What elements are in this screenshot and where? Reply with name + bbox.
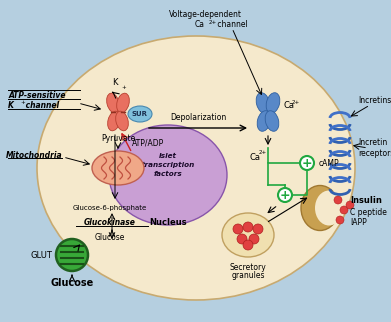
Ellipse shape <box>256 93 270 113</box>
Ellipse shape <box>222 213 274 257</box>
Circle shape <box>340 206 348 214</box>
Circle shape <box>243 240 253 250</box>
Text: K: K <box>112 78 118 87</box>
Ellipse shape <box>265 111 279 131</box>
Text: K: K <box>8 100 14 109</box>
Text: Nucleus: Nucleus <box>149 217 187 226</box>
Circle shape <box>233 224 243 234</box>
Text: IAPP: IAPP <box>350 217 367 226</box>
Text: Incretins: Incretins <box>358 96 391 105</box>
Text: Secretory: Secretory <box>230 263 266 272</box>
Circle shape <box>300 156 314 170</box>
Ellipse shape <box>107 93 119 113</box>
Ellipse shape <box>108 111 120 131</box>
Text: Insulin: Insulin <box>350 195 382 204</box>
Text: Depolarization: Depolarization <box>170 113 226 122</box>
Text: channel: channel <box>215 20 248 29</box>
Text: Ca: Ca <box>250 153 261 162</box>
Circle shape <box>336 216 344 224</box>
Text: Pyruvate: Pyruvate <box>101 134 135 143</box>
Circle shape <box>56 239 88 271</box>
Text: Ca: Ca <box>195 20 205 29</box>
Text: Glucokinase: Glucokinase <box>84 217 136 226</box>
Text: Ca: Ca <box>283 100 294 109</box>
Circle shape <box>334 196 342 204</box>
Text: Glucose: Glucose <box>95 232 125 242</box>
Text: Islet
transcription
factors: Islet transcription factors <box>142 153 195 176</box>
Ellipse shape <box>257 111 271 131</box>
Text: Glucose: Glucose <box>50 278 93 288</box>
Circle shape <box>346 201 354 209</box>
Text: 2+: 2+ <box>209 20 217 25</box>
Ellipse shape <box>92 151 144 185</box>
Text: Voltage-dependent: Voltage-dependent <box>169 10 242 19</box>
Ellipse shape <box>116 111 128 131</box>
Text: 2+: 2+ <box>259 150 267 155</box>
Text: Incretin
receptors: Incretin receptors <box>358 137 391 158</box>
Circle shape <box>278 188 292 202</box>
Text: cAMP: cAMP <box>319 158 340 167</box>
Ellipse shape <box>301 185 339 231</box>
Text: +: + <box>121 85 126 90</box>
Circle shape <box>249 234 259 244</box>
Circle shape <box>237 234 247 244</box>
Ellipse shape <box>37 36 355 300</box>
Text: +: + <box>280 188 290 202</box>
Text: ATP-sensitive: ATP-sensitive <box>8 90 66 99</box>
Text: ATP/ADP: ATP/ADP <box>132 138 164 147</box>
Ellipse shape <box>315 191 343 225</box>
Ellipse shape <box>266 93 280 113</box>
Text: 2+: 2+ <box>292 99 300 105</box>
Ellipse shape <box>109 125 227 225</box>
Ellipse shape <box>117 93 129 113</box>
Text: +: + <box>302 156 312 169</box>
Text: C peptide: C peptide <box>350 207 387 216</box>
Text: +: + <box>20 99 25 105</box>
Text: channel: channel <box>23 100 59 109</box>
Text: Glucose-6-phosphate: Glucose-6-phosphate <box>73 205 147 211</box>
Circle shape <box>243 222 253 232</box>
Ellipse shape <box>128 106 152 122</box>
Text: GLUT: GLUT <box>30 251 52 260</box>
Circle shape <box>253 224 263 234</box>
Text: granules: granules <box>231 271 265 280</box>
Text: Mitochondria: Mitochondria <box>5 150 62 159</box>
Text: SUR: SUR <box>132 111 148 117</box>
